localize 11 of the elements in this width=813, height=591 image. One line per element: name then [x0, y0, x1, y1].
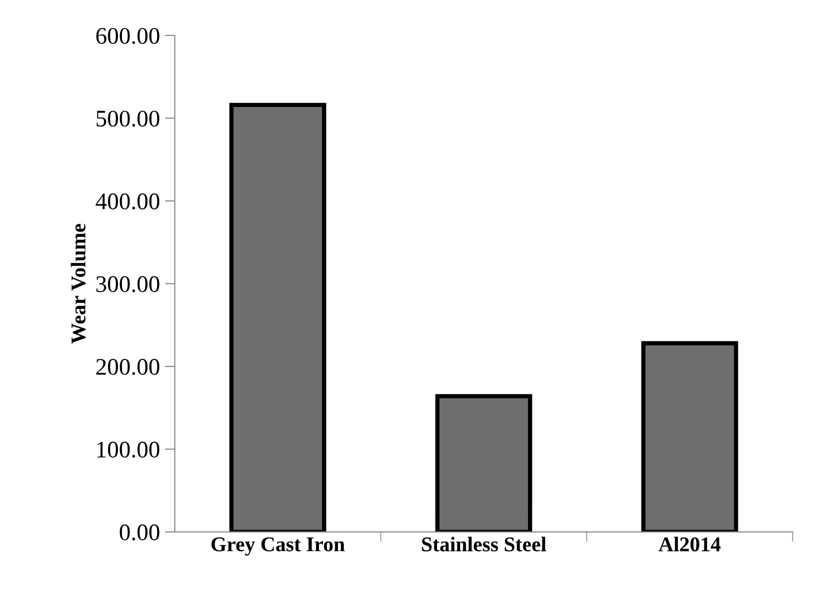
- y-tick-label: 500.00: [96, 110, 160, 127]
- y-tick-label: 300.00: [96, 276, 160, 292]
- y-tick-label: 0.00: [120, 524, 160, 540]
- y-tick-label: 200.00: [96, 358, 160, 375]
- y-axis-title: Wear Volume: [70, 224, 86, 344]
- x-tick-label: Stainless Steel: [422, 536, 546, 552]
- y-tick-label: 600.00: [96, 28, 160, 44]
- x-tick-label: Grey Cast Iron: [211, 537, 345, 556]
- y-tick-label: 100.00: [97, 442, 160, 458]
- y-tick-label: 400.00: [96, 193, 160, 210]
- x-tick-label: Al2014: [658, 536, 721, 552]
